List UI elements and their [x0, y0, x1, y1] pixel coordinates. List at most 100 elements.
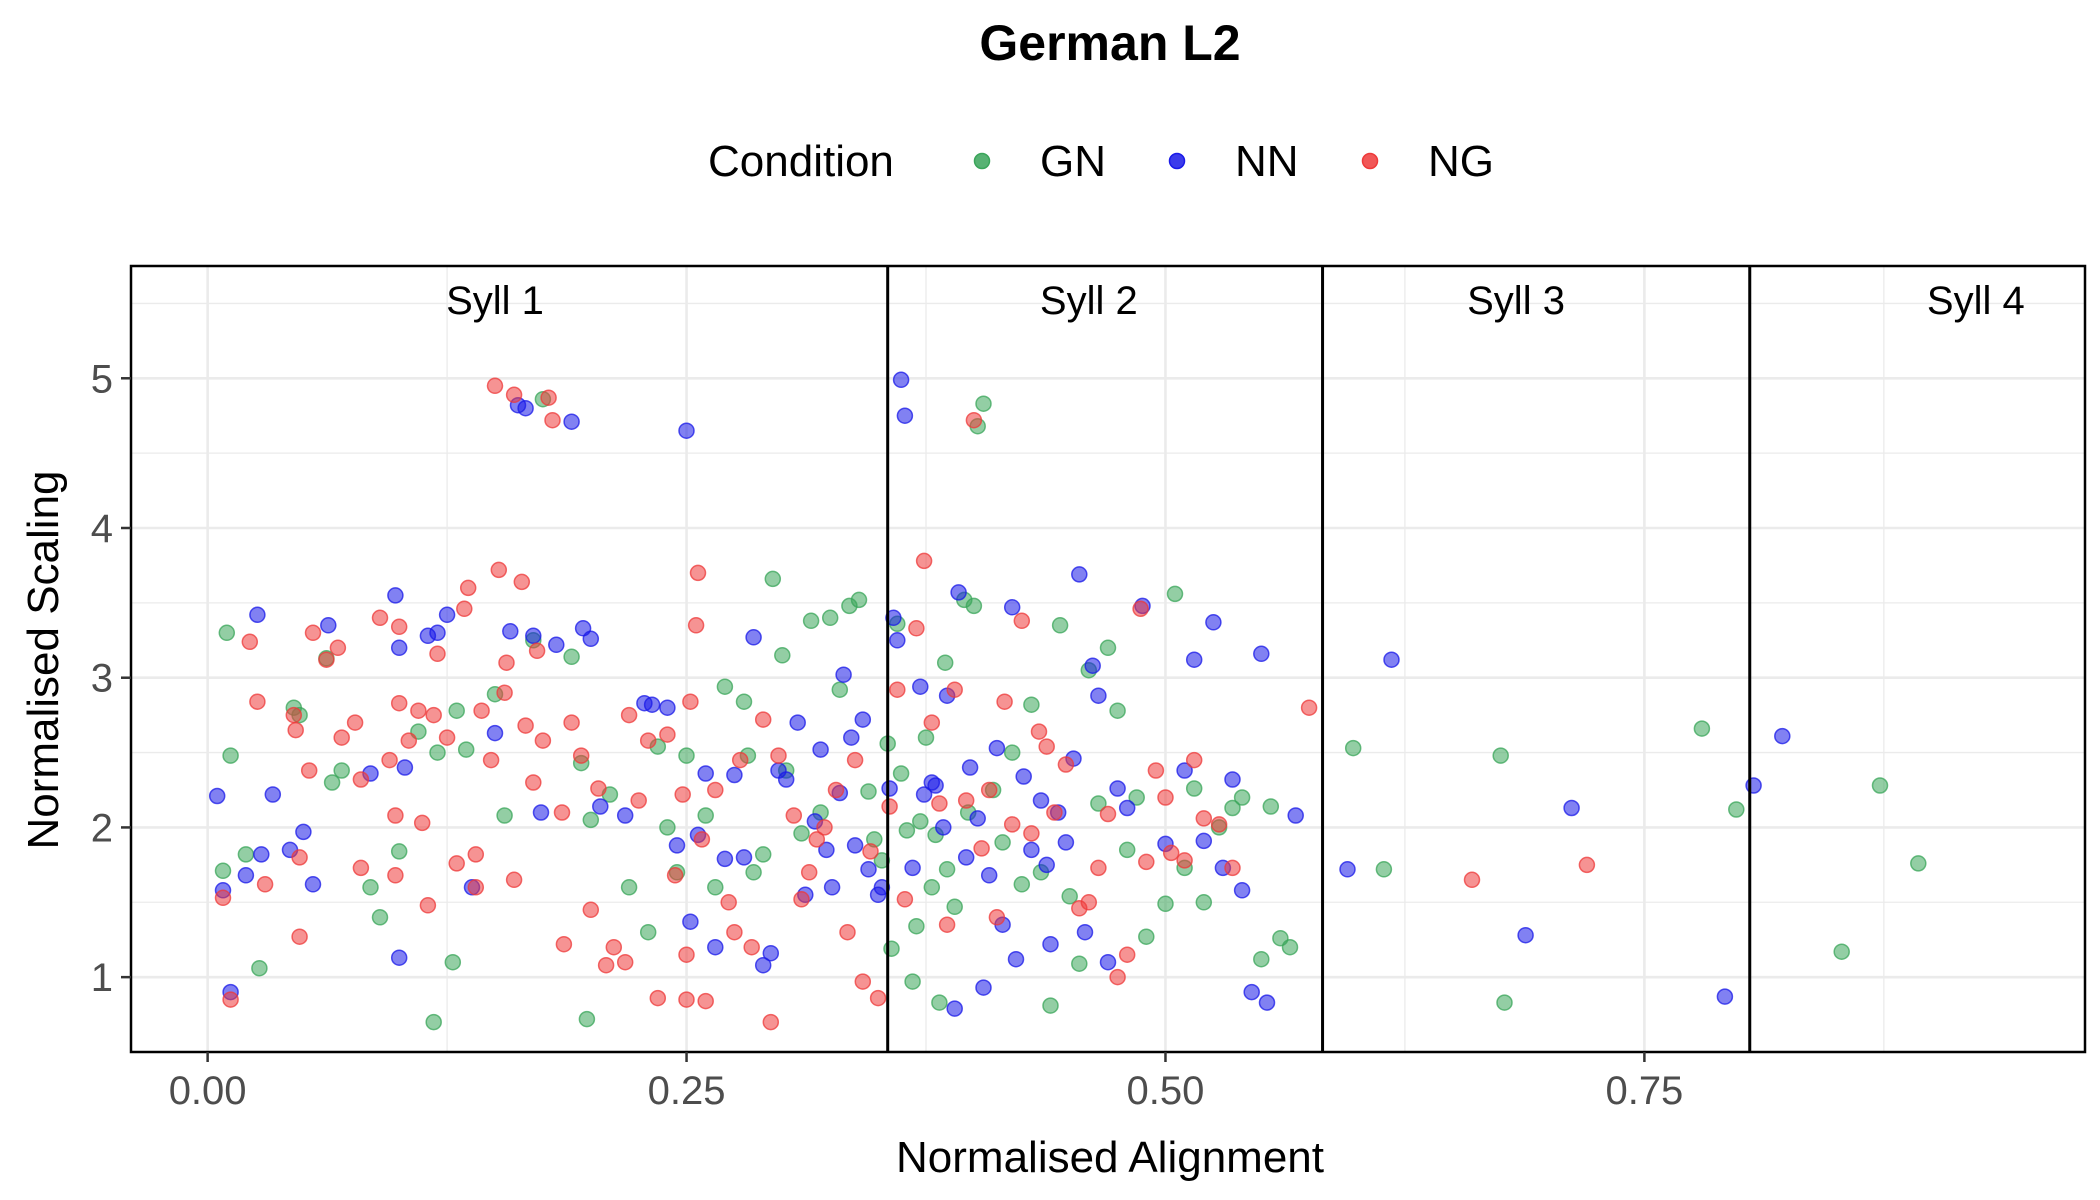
- point-GN: [774, 647, 791, 664]
- point-NG: [1138, 853, 1155, 871]
- point-NG: [1046, 804, 1063, 821]
- point-NN: [525, 627, 542, 645]
- point-NN: [1233, 882, 1251, 899]
- data-points: [208, 371, 1927, 1031]
- point-GN: [1910, 855, 1927, 872]
- point-GN: [1728, 801, 1745, 818]
- plot-border: [129, 264, 2087, 1054]
- point-GN: [1492, 747, 1509, 764]
- point-NN: [892, 371, 910, 389]
- point-GN: [429, 744, 446, 761]
- point-NN: [1176, 762, 1193, 779]
- point-NN: [1258, 994, 1276, 1011]
- point-GN: [892, 765, 910, 782]
- point-NN: [592, 798, 609, 815]
- point-NG: [808, 831, 826, 848]
- point-NN: [304, 876, 322, 893]
- point-NG: [496, 684, 513, 701]
- point-NN: [975, 979, 992, 996]
- point-NN: [754, 956, 772, 974]
- point-NG: [862, 843, 879, 860]
- point-GN: [448, 702, 465, 719]
- point-NN: [946, 1000, 963, 1017]
- point-GN: [323, 774, 341, 791]
- point-NN: [1563, 799, 1580, 817]
- x-axis: 0.00 0.25 0.50 0.75: [169, 1052, 1683, 1113]
- legend-key-NG: [1361, 152, 1379, 170]
- point-GN: [578, 1010, 596, 1028]
- point-NN: [1517, 926, 1534, 944]
- point-GN: [965, 597, 983, 615]
- syllable-boundaries: [886, 266, 1752, 1052]
- point-NG: [590, 780, 607, 797]
- syllable-label: Syll 4: [1927, 279, 2025, 323]
- x-tick-label: 0.25: [648, 1069, 726, 1113]
- point-NN: [846, 837, 864, 854]
- point-NN: [1007, 950, 1025, 968]
- point-NG: [1210, 816, 1228, 833]
- point-GN: [1042, 997, 1059, 1014]
- point-NG: [513, 573, 531, 591]
- point-NN: [1015, 768, 1032, 785]
- point-NG: [1003, 816, 1021, 833]
- point-GN: [620, 879, 638, 896]
- point-NN: [697, 765, 714, 782]
- point-NN: [1057, 834, 1075, 851]
- y-axis: 1 2 3 4 5: [91, 357, 131, 1000]
- y-tick-label: 2: [91, 806, 113, 850]
- point-GN: [793, 825, 810, 842]
- point-GN: [1071, 955, 1088, 972]
- point-NG: [381, 751, 398, 769]
- point-NG: [1132, 600, 1149, 618]
- point-NG: [973, 840, 990, 857]
- point-NN: [1339, 861, 1356, 878]
- point-NN: [854, 711, 872, 728]
- point-NN: [548, 636, 565, 654]
- point-NG: [682, 693, 699, 710]
- point-NN: [927, 777, 944, 794]
- point-GN: [496, 807, 513, 824]
- point-NN: [253, 846, 270, 863]
- point-NG: [525, 774, 542, 791]
- point-GN: [371, 909, 389, 926]
- point-NG: [1057, 756, 1075, 773]
- point-NG: [555, 935, 573, 953]
- point-GN: [1262, 798, 1280, 815]
- legend-key-GN: [973, 152, 991, 170]
- y-tick-label: 3: [91, 657, 113, 701]
- point-NN: [1076, 923, 1094, 941]
- point-NG: [287, 721, 304, 739]
- point-GN: [1693, 720, 1711, 737]
- point-NN: [390, 639, 408, 657]
- point-NG: [946, 681, 963, 698]
- point-GN: [1023, 696, 1040, 713]
- point-NN: [1243, 983, 1260, 1001]
- point-NG: [896, 891, 914, 908]
- point-NG: [743, 938, 760, 956]
- point-NG: [572, 747, 590, 764]
- point-NG: [390, 694, 408, 712]
- point-NN: [818, 841, 835, 859]
- point-NG: [678, 946, 695, 963]
- point-NG: [256, 876, 274, 893]
- point-GN: [1496, 994, 1513, 1011]
- point-GN: [1051, 617, 1069, 634]
- point-NN: [889, 632, 906, 649]
- point-NG: [582, 901, 600, 919]
- point-NN: [988, 739, 1006, 757]
- point-NG: [429, 645, 446, 663]
- series-NN: [208, 371, 1791, 1017]
- point-NG: [528, 642, 546, 660]
- point-NG: [304, 624, 322, 642]
- point-NN: [969, 810, 986, 827]
- point-NG: [1185, 751, 1203, 769]
- point-NG: [605, 938, 623, 956]
- point-NG: [241, 633, 259, 651]
- point-GN: [639, 923, 657, 941]
- point-GN: [994, 834, 1011, 851]
- point-GN: [390, 843, 408, 860]
- point-NG: [785, 807, 803, 824]
- point-NG: [693, 831, 711, 848]
- point-NG: [285, 706, 303, 724]
